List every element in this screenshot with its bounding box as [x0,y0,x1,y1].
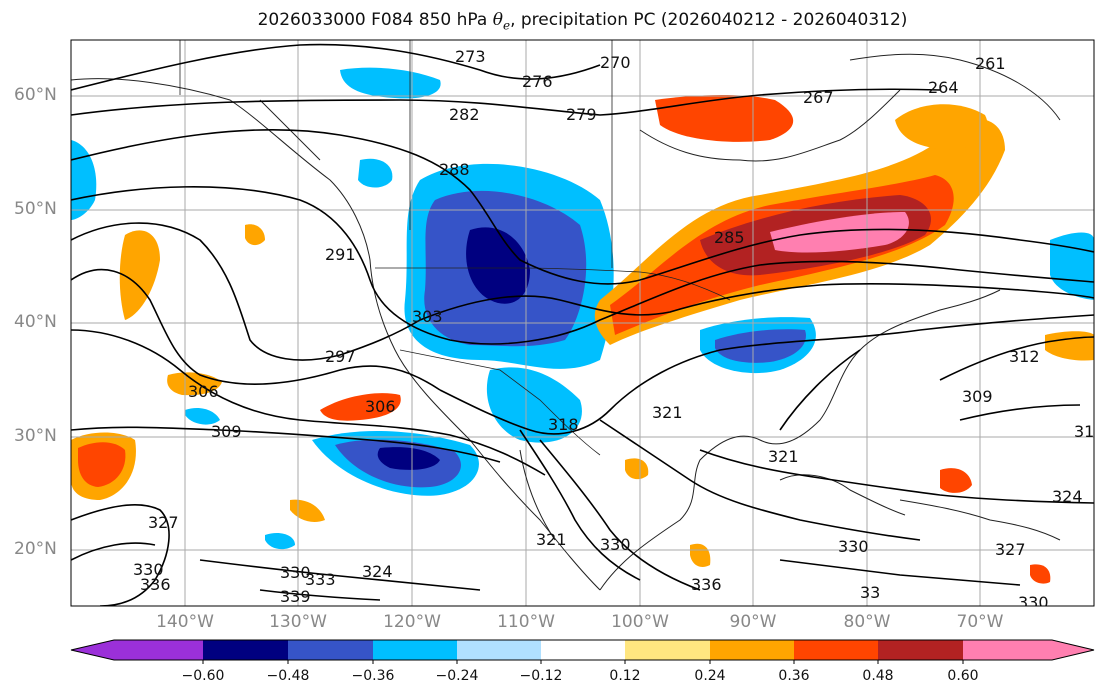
contour-label: 324 [362,562,393,581]
colorbar-tick-label: 0.24 [694,668,726,684]
contour-label: 333 [305,570,336,589]
colorbar-segment [457,640,541,660]
contour-label: 309 [962,387,993,406]
map-title: 2026033000 F084 850 hPa θe, precipitatio… [0,10,1105,32]
title-suffix: , precipitation PC (2026040212 - 2026040… [510,10,908,30]
contour-label: 288 [439,160,470,179]
contour-label: 330 [280,563,311,582]
contour-label: 33 [860,583,880,602]
colorbar-tick-label: 0.48 [862,668,894,684]
contour-label: 324 [1052,487,1083,506]
colorbar-extend-min [71,640,114,660]
lon-label-130w: 130°W [269,612,327,632]
colorbar-segment [710,640,794,660]
lon-label-140w: 140°W [156,612,214,632]
lat-label-50n: 50°N [14,199,57,219]
contour-label: 336 [691,575,722,594]
theta-e-contours [71,43,1094,606]
colorbar-segment [625,640,710,660]
colorbar-segment [878,640,963,660]
contour-label: 291 [325,245,356,264]
contour-label: 297 [325,347,356,366]
contour-label: 31 [1074,422,1094,441]
colorbar-outline [70,639,1095,661]
lat-label-40n: 40°N [14,312,57,332]
colorbar-tick-label: 0.12 [609,668,641,684]
colorbar-segment [373,640,457,660]
colorbar-segment [114,640,203,660]
gridlines [71,40,1094,606]
map-frame [70,39,1095,607]
colorbar-segment [963,640,1052,660]
contour-label: 306 [188,382,219,401]
colorbar-segment [541,640,625,660]
contour-label: 330 [133,560,164,579]
contour-label: 321 [536,530,567,549]
colorbar-tick-label: 0.36 [778,668,810,684]
title-prefix: 2026033000 F084 850 hPa [257,10,493,30]
contour-label: 276 [522,72,553,91]
lon-label-80w: 80°W [843,612,891,632]
borders [179,40,731,456]
colorbar-tick-label: −0.60 [181,668,225,684]
lat-label-60n: 60°N [14,85,57,105]
colorbar [70,639,1095,664]
colorbar-segment [794,640,878,660]
contour-label: 267 [803,88,834,107]
contour-label: 270 [600,53,631,72]
lon-label-90w: 90°W [729,612,777,632]
title-theta-subscript: e [502,18,511,33]
contour-label: 264 [928,78,959,97]
lon-label-110w: 110°W [497,612,555,632]
colorbar-tick-label: −0.48 [266,668,310,684]
contour-label: 273 [455,47,486,66]
colorbar-tick-label: −0.12 [519,668,563,684]
contour-label: 309 [211,422,242,441]
colorbar-extend-max [1052,640,1094,660]
contour-label: 312 [1009,347,1040,366]
lon-label-120w: 120°W [383,612,441,632]
contour-label: 318 [548,415,579,434]
contour-label: 330 [1018,593,1049,612]
lon-label-70w: 70°W [956,612,1004,632]
contour-label: 339 [280,587,311,606]
contour-label: 330 [838,537,869,556]
contour-label: 327 [148,513,179,532]
contour-label: 261 [975,54,1006,73]
title-theta: θ [492,10,503,30]
contour-label: 336 [140,575,171,594]
contour-label: 282 [449,105,480,124]
colorbar-tick-label: 0.60 [947,668,979,684]
colorbar-tick-label: −0.36 [351,668,395,684]
contour-label: 321 [768,447,799,466]
lat-label-20n: 20°N [14,539,57,559]
contour-label: 321 [652,403,683,422]
precip-positive-shading [71,95,1094,584]
contour-label: 303 [412,307,443,326]
contour-label: 279 [566,105,597,124]
colorbar-tick-label: −0.24 [435,668,479,684]
contour-label: 327 [995,540,1026,559]
colorbar-segment [203,640,288,660]
contour-labels: 273 276 270 261 264 267 282 279 288 291 … [133,47,1094,612]
contour-label: 330 [600,535,631,554]
colorbar-segment [288,640,373,660]
lat-label-30n: 30°N [14,426,57,446]
contour-label: 306 [365,397,396,416]
contour-label: 285 [714,228,745,247]
lon-label-100w: 100°W [611,612,669,632]
precip-shading [71,67,1094,550]
